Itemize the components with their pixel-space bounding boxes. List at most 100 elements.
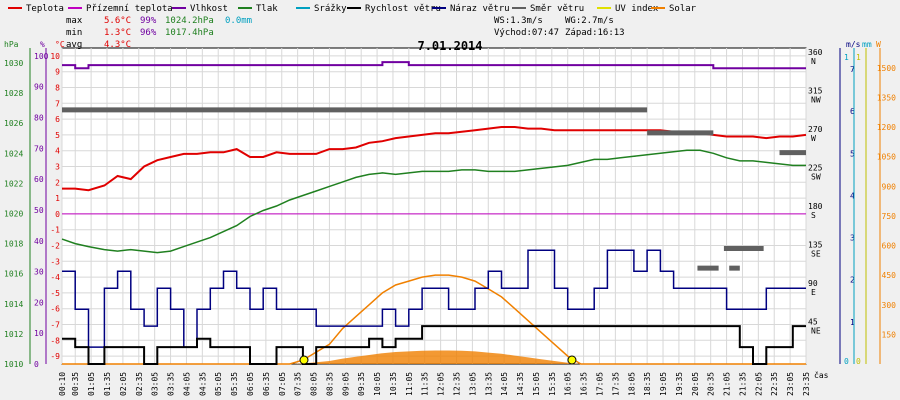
axis-x-tick: 16:05 bbox=[564, 372, 573, 396]
stats-rain: 0.0mm bbox=[225, 16, 252, 26]
axis-x-tick: 23:05 bbox=[786, 372, 795, 396]
axis-hpa-tick: 1030 bbox=[4, 59, 23, 68]
axis-deg-tick: 6 bbox=[55, 115, 60, 124]
legend-label: Solar bbox=[669, 4, 697, 14]
sun-marker bbox=[299, 355, 309, 365]
axis-x-tick: 17:05 bbox=[595, 372, 604, 396]
axis-pct-tick: 20 bbox=[34, 298, 44, 307]
axis-deg-tick: -4 bbox=[50, 273, 60, 282]
legend-label: Teplota bbox=[26, 4, 64, 14]
axis-deg-tick: 1 bbox=[55, 194, 60, 203]
axis-deg-tick: -3 bbox=[50, 257, 60, 266]
axis-hpa-tick: 1020 bbox=[4, 210, 23, 219]
axis-pct-tick: 70 bbox=[34, 144, 44, 153]
axis-x-tick: 17:35 bbox=[611, 372, 620, 396]
axis-x-tick: 19:05 bbox=[659, 372, 668, 396]
axis-uv-tick: 0 bbox=[856, 357, 861, 366]
axis-ms-unit: m/s bbox=[846, 40, 861, 49]
axis-pct-tick: 100 bbox=[34, 52, 49, 61]
axis-x-unit: čas bbox=[814, 370, 829, 380]
legend-label: UV index bbox=[615, 4, 659, 14]
axis-dir-label: N bbox=[811, 57, 816, 66]
axis-hpa-unit: hPa bbox=[4, 40, 19, 49]
axis-deg-tick: -1 bbox=[50, 226, 60, 235]
series-line-solar bbox=[62, 274, 806, 365]
legend-label: Rychlost větru bbox=[365, 4, 441, 14]
axis-x-tick: 15:35 bbox=[548, 372, 557, 396]
stats-max-hum: 99% bbox=[140, 16, 157, 26]
axis-x-tick: 14:05 bbox=[500, 372, 509, 396]
axis-x-tick: 21:35 bbox=[738, 372, 747, 396]
stats-box: max 5.6°C 99% 1024.2hPa 0.0mm min 1.3°C … bbox=[66, 16, 625, 50]
axis-dir-label: SE bbox=[811, 249, 821, 258]
axis-pct-tick: 80 bbox=[34, 114, 44, 123]
legend-label: Přízemní teplota bbox=[86, 4, 173, 14]
axis-w-tick: 300 bbox=[882, 301, 897, 310]
axis-x-tick: 01:05 bbox=[87, 372, 96, 396]
axis-hpa-tick: 1026 bbox=[4, 119, 23, 128]
axis-hpa-tick: 1022 bbox=[4, 179, 23, 188]
axis-x-tick: 04:35 bbox=[198, 372, 207, 396]
axis-pct-tick: 60 bbox=[34, 175, 44, 184]
axis-x-tick: 12:05 bbox=[437, 372, 446, 396]
axis-x-tick: 06:35 bbox=[262, 372, 271, 396]
axis-mm-tick: 1 bbox=[844, 53, 849, 62]
axes: hPa% °C m/s mm Wčas1030102810261024102210201… bbox=[4, 40, 896, 396]
axis-x-tick: 13:35 bbox=[484, 372, 493, 396]
axis-dir-deg: 90 bbox=[808, 279, 818, 288]
axis-deg-tick: 5 bbox=[55, 131, 60, 140]
series-line-vlhkost bbox=[62, 61, 806, 70]
stats-min-hum: 96% bbox=[140, 28, 157, 38]
stats-max-label: max bbox=[66, 16, 83, 26]
axis-dir-label: W bbox=[811, 134, 816, 143]
axis-x-tick: 01:35 bbox=[103, 372, 112, 396]
axis-w-tick: 1050 bbox=[877, 153, 896, 162]
axis-x-tick: 03:05 bbox=[151, 372, 160, 396]
axis-dir-label: S bbox=[811, 211, 816, 220]
grid bbox=[61, 48, 807, 364]
axis-pct-tick: 0 bbox=[34, 360, 39, 369]
legend-label: Tlak bbox=[256, 4, 278, 14]
series-line-tlak bbox=[61, 149, 806, 254]
axis-x-tick: 08:05 bbox=[310, 372, 319, 396]
axis-w-tick: 750 bbox=[882, 212, 897, 221]
axis-x-tick: 10:35 bbox=[389, 372, 398, 396]
axis-hpa-tick: 1010 bbox=[4, 360, 23, 369]
axis-x-tick: 18:35 bbox=[643, 372, 652, 396]
axis-w-tick: 1200 bbox=[877, 123, 896, 132]
axis-ms-tick: 3 bbox=[850, 234, 855, 243]
legend-label: Směr větru bbox=[530, 4, 584, 14]
axis-deg-unit: °C bbox=[55, 40, 65, 49]
axis-x-tick: 03:35 bbox=[167, 372, 176, 396]
axis-w-tick: 900 bbox=[882, 182, 897, 191]
stats-max-temp: 5.6°C bbox=[104, 16, 131, 26]
axis-hpa-tick: 1024 bbox=[4, 149, 23, 158]
axis-x-tick: 20:05 bbox=[691, 372, 700, 396]
axis-deg-tick: 9 bbox=[55, 68, 60, 77]
stats-sunset: Západ:16:13 bbox=[565, 28, 625, 38]
axis-pct-tick: 30 bbox=[34, 268, 44, 277]
stats-ws: WS:1.3m/s bbox=[494, 16, 543, 26]
axis-x-tick: 00:35 bbox=[71, 372, 80, 396]
axis-w-tick: 450 bbox=[882, 271, 897, 280]
axis-pct-tick: 40 bbox=[34, 237, 44, 246]
axis-w-tick: 150 bbox=[882, 330, 897, 339]
stats-max-press: 1024.2hPa bbox=[165, 16, 214, 26]
axis-hpa-tick: 1012 bbox=[4, 330, 23, 339]
axis-x-tick: 10:05 bbox=[373, 372, 382, 396]
axis-ms-tick: 4 bbox=[850, 191, 855, 200]
axis-deg-tick: 2 bbox=[55, 178, 60, 187]
axis-hpa-tick: 1016 bbox=[4, 270, 23, 279]
legend-label: Náraz větru bbox=[450, 4, 510, 14]
axis-x-tick: 16:35 bbox=[580, 372, 589, 396]
axis-x-tick: 09:05 bbox=[341, 372, 350, 396]
axis-ms-tick: 6 bbox=[850, 107, 855, 116]
axis-deg-tick: -5 bbox=[50, 289, 60, 298]
axis-ms-tick: 5 bbox=[850, 149, 855, 158]
axis-dir-deg: 45 bbox=[808, 317, 818, 326]
axis-x-tick: 22:05 bbox=[754, 372, 763, 396]
axis-w-tick: 1500 bbox=[877, 64, 896, 73]
stats-sunrise: Východ:07:47 bbox=[494, 28, 559, 38]
axis-deg-tick: -8 bbox=[50, 336, 60, 345]
